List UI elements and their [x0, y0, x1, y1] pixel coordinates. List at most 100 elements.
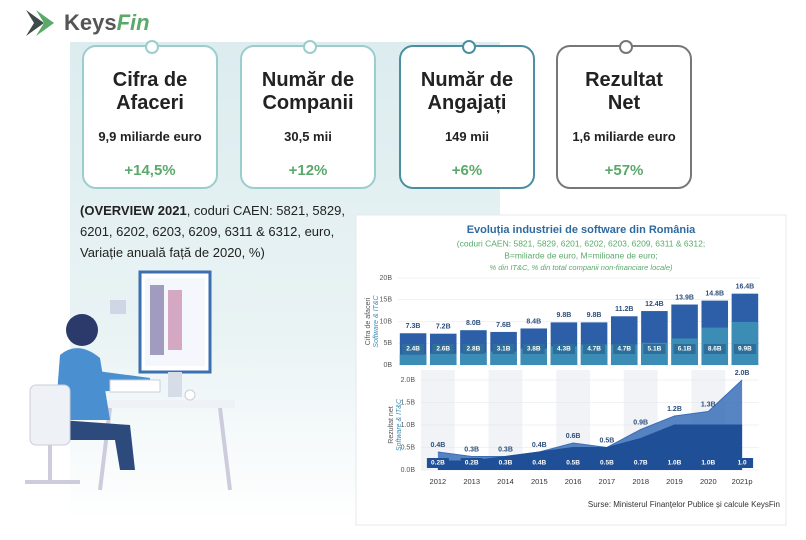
value-label-box: [595, 458, 618, 468]
card-title-line: Net: [607, 92, 641, 114]
bar: [490, 351, 517, 365]
card-title-line: Afaceri: [116, 92, 184, 114]
bar: [429, 353, 457, 365]
y-axis-label: Software & IT&C: [396, 398, 403, 451]
overview-lead: (OVERVIEW 2021: [80, 203, 187, 218]
card-title: Cifra de Afaceri: [84, 69, 216, 115]
value-label: 0.5B: [566, 460, 580, 467]
value-label-box: [663, 458, 686, 468]
column-stripe: [488, 370, 523, 470]
y-tick-label: 5B: [383, 340, 392, 347]
logo: KeysFin: [22, 6, 182, 40]
card-title-line: Rezultat: [585, 69, 663, 91]
value-label-box: [697, 458, 720, 468]
x-tick-label: 2016: [565, 477, 582, 486]
y-axis-label: Software & IT&C: [373, 294, 380, 347]
card-change: +57%: [604, 162, 644, 179]
value-label: 3.8B: [527, 346, 541, 353]
value-label: 0.3B: [499, 460, 513, 467]
panel-subtitle: B=miliarde de euro, M=milioane de euro;: [504, 250, 658, 260]
value-label-box: [426, 458, 449, 468]
value-label-box: [583, 344, 606, 354]
logo-icon: [26, 10, 54, 36]
value-label: 0.7B: [634, 460, 648, 467]
x-tick-label: 2018: [632, 477, 649, 486]
x-tick-label: 2021p: [732, 477, 753, 486]
value-label: 1.3B: [701, 401, 716, 408]
value-label-box: [562, 458, 585, 468]
bar: [731, 321, 759, 365]
value-label-box: [460, 458, 483, 468]
card-title-line: Companii: [262, 92, 354, 114]
value-label-box: [552, 344, 575, 354]
value-label: 9.8B: [557, 312, 572, 319]
x-tick-label: 2013: [463, 477, 480, 486]
value-label: 7.2B: [436, 324, 451, 331]
y-axis-label: Rezultat net: [388, 406, 395, 443]
value-label: 0.3B: [464, 446, 479, 453]
value-label: 8.4B: [526, 318, 541, 325]
card-change: +14,5%: [124, 162, 176, 179]
y-tick-label: 1.5B: [401, 399, 416, 406]
value-label: 6.1B: [678, 346, 692, 353]
value-label: 8.0B: [466, 320, 481, 327]
value-label: 0.4B: [431, 442, 446, 449]
value-label-box: [492, 344, 515, 354]
value-label: 0.2B: [431, 460, 445, 467]
value-label-box: [432, 344, 455, 354]
y-tick-label: 0.5B: [401, 444, 416, 451]
x-tick-label: 2019: [666, 477, 683, 486]
value-label-box: [528, 458, 551, 468]
card-title-line: Număr de: [261, 69, 355, 91]
card-value: 30,5 mii: [284, 129, 332, 144]
y-tick-label: 15B: [380, 297, 393, 304]
panel-subtitle: % din IT&C, % din total companii non-fin…: [489, 263, 673, 272]
value-label: 4.7B: [617, 346, 631, 353]
value-label-box: [703, 344, 726, 354]
card-value: 149 mii: [444, 129, 490, 144]
value-label: 9.8B: [587, 312, 602, 319]
value-label: 4.7B: [587, 346, 601, 353]
x-tick-label: 2012: [430, 477, 447, 486]
card-value: 9,9 miliarde euro: [98, 129, 202, 144]
area-line: [437, 424, 743, 462]
card-title: Număr de Companii: [242, 69, 374, 115]
value-label: 2.0B: [735, 370, 750, 377]
card-dot: [462, 40, 476, 54]
x-tick-label: 2020: [700, 477, 717, 486]
area-line: [437, 379, 743, 457]
value-label-box: [462, 344, 485, 354]
value-label: 2.4B: [406, 346, 420, 353]
x-tick-label: 2015: [531, 477, 548, 486]
y-tick-label: 20B: [380, 275, 393, 282]
card-value: 1,6 miliarde euro: [572, 129, 676, 144]
y-tick-label: 1.0B: [401, 422, 416, 429]
value-label: 1.0B: [701, 460, 715, 467]
value-label-box: [731, 458, 754, 468]
card-title-line: Număr de: [420, 69, 514, 91]
value-label: 7.6B: [496, 322, 511, 329]
value-label-box: [673, 344, 696, 354]
card-title-line: Angajați: [427, 92, 507, 114]
logo-fin: Fin: [116, 10, 150, 35]
bar: [460, 352, 487, 365]
value-label: 13.9B: [675, 294, 694, 301]
value-label: 0.4B: [532, 460, 546, 467]
kpi-card: Număr de Companii 30,5 mii +12%: [240, 40, 376, 189]
panel-title: Evoluția industriei de software din Româ…: [467, 224, 696, 236]
card-dot: [303, 40, 317, 54]
x-tick-label: 2014: [497, 477, 514, 486]
overview: (OVERVIEW 2021, coduri CAEN: 5821, 5829,…: [80, 200, 350, 263]
value-label: 0.9B: [633, 419, 648, 426]
value-label-box: [613, 344, 636, 354]
value-label: 2.6B: [436, 346, 450, 353]
card-title: Rezultat Net: [558, 69, 690, 115]
value-label-box: [643, 344, 666, 354]
value-label: 1.0: [738, 460, 747, 467]
kpi-card: Rezultat Net 1,6 miliarde euro +57%: [556, 40, 692, 189]
y-axis-label: Cifra de afaceri: [365, 297, 372, 345]
value-label: 2.8B: [467, 346, 481, 353]
card-title-line: Cifra de: [112, 69, 188, 91]
